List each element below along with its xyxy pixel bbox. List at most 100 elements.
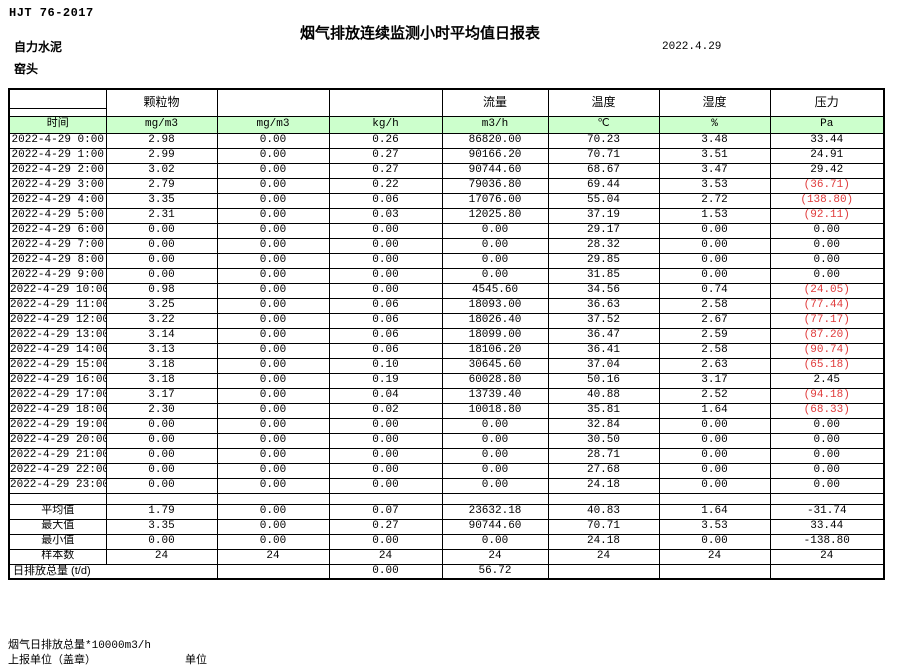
table-row: 2022-4-29 23:00 0.00 0.00 0.00 0.00 24.18 0.00… <box>8 477 885 494</box>
unit-cell: % <box>658 115 771 134</box>
value-cell: 0.00 <box>105 477 218 494</box>
value-cell: 68.67 <box>547 162 660 179</box>
table-row: 2022-4-29 8:00 0.00 0.00 0.00 0.00 29.85 0.00 0… <box>8 252 885 269</box>
company-name: 自力水泥 <box>14 40 63 54</box>
value-cell: (92.11) <box>769 207 885 224</box>
value-cell: 31.85 <box>547 267 660 284</box>
value-cell: 0.00 <box>328 462 443 479</box>
summary-value-cell: 24 <box>328 548 443 565</box>
value-cell: 0.00 <box>769 432 885 449</box>
blank-header-cell-top <box>8 88 107 109</box>
value-cell: 0.00 <box>328 252 443 269</box>
value-cell: 0.00 <box>105 417 218 434</box>
value-cell: 0.03 <box>328 207 443 224</box>
value-cell: 0.06 <box>328 297 443 314</box>
value-cell: 28.71 <box>547 447 660 464</box>
value-cell: 29.42 <box>769 162 885 179</box>
table-row: 2022-4-29 7:00 0.00 0.00 0.00 0.00 28.32 0.00 0… <box>8 237 885 254</box>
time-cell: 2022-4-29 13:00 <box>8 327 107 344</box>
page-title: 烟气排放连续监测小时平均值日报表 <box>299 25 540 42</box>
value-cell: 2.52 <box>658 387 771 404</box>
value-cell: 0.00 <box>105 462 218 479</box>
value-cell: 3.35 <box>105 192 218 209</box>
value-cell: 34.56 <box>547 282 660 299</box>
value-cell: 0.22 <box>328 177 443 194</box>
time-cell: 2022-4-29 19:00 <box>8 417 107 434</box>
value-cell: 0.00 <box>769 417 885 434</box>
value-cell: 37.04 <box>547 357 660 374</box>
value-cell: 0.00 <box>658 477 771 494</box>
group-header-particulate: 颗粒物 <box>105 88 218 117</box>
station-name: 窑头 <box>14 62 39 76</box>
table-row: 2022-4-29 4:00 3.35 0.00 0.06 17076.00 55.04 2… <box>8 192 885 209</box>
summary-value-cell: 0.00 <box>328 533 443 550</box>
summary-value-cell: 40.83 <box>547 503 660 520</box>
value-cell: 24.18 <box>547 477 660 494</box>
value-cell: 0.98 <box>105 282 218 299</box>
value-cell: 2.58 <box>658 342 771 359</box>
summary-value-cell: 90744.60 <box>441 518 549 535</box>
value-cell: 2.45 <box>769 372 885 389</box>
value-cell: 0.00 <box>216 237 330 254</box>
value-cell: 3.48 <box>658 132 771 149</box>
value-cell: 0.00 <box>769 252 885 269</box>
value-cell: 30645.60 <box>441 357 549 374</box>
value-cell: 0.00 <box>441 447 549 464</box>
summary-value-cell: 0.00 <box>216 518 330 535</box>
time-cell: 2022-4-29 7:00 <box>8 237 107 254</box>
unit-cell: kg/h <box>328 115 443 134</box>
value-cell: 0.00 <box>769 222 885 239</box>
time-cell: 2022-4-29 22:00 <box>8 462 107 479</box>
value-cell: 0.00 <box>441 432 549 449</box>
value-cell: 0.00 <box>328 237 443 254</box>
value-cell: 60028.80 <box>441 372 549 389</box>
value-cell: 0.00 <box>216 312 330 329</box>
value-cell: 0.00 <box>216 327 330 344</box>
unit-label: 单位 <box>185 654 207 666</box>
time-cell: 2022-4-29 23:00 <box>8 477 107 494</box>
table-row: 2022-4-29 6:00 0.00 0.00 0.00 0.00 29.17 0.00 0… <box>8 222 885 239</box>
table-row: 2022-4-29 1:00 2.99 0.00 0.27 90166.20 70.71 3… <box>8 147 885 164</box>
spacer-cell <box>8 492 107 505</box>
value-cell: 12025.80 <box>441 207 549 224</box>
time-cell: 2022-4-29 8:00 <box>8 252 107 269</box>
value-cell: 0.00 <box>216 162 330 179</box>
group-header-humidity: 湿度 <box>658 88 771 117</box>
value-cell: 2.63 <box>658 357 771 374</box>
value-cell: 2.31 <box>105 207 218 224</box>
value-cell: 0.00 <box>658 462 771 479</box>
value-cell: 0.00 <box>105 222 218 239</box>
value-cell: 33.44 <box>769 132 885 149</box>
value-cell: 29.17 <box>547 222 660 239</box>
value-cell: (77.17) <box>769 312 885 329</box>
value-cell: 0.00 <box>441 237 549 254</box>
summary-value-cell: 24 <box>658 548 771 565</box>
table-row: 2022-4-29 3:00 2.79 0.00 0.22 79036.80 69.44 3… <box>8 177 885 194</box>
table-row: 2022-4-29 22:00 0.00 0.00 0.00 0.00 27.68 0.00… <box>8 462 885 479</box>
units-header-row: 时间 mg/m3 mg/m3 kg/h m3/h ℃ % Pa <box>8 115 885 134</box>
value-cell: 0.06 <box>328 312 443 329</box>
time-cell: 2022-4-29 11:00 <box>8 297 107 314</box>
time-cell: 2022-4-29 18:00 <box>8 402 107 419</box>
summary-value-cell: 3.53 <box>658 518 771 535</box>
spacer-cell <box>105 492 218 505</box>
value-cell: (77.44) <box>769 297 885 314</box>
table-row: 2022-4-29 10:00 0.98 0.00 0.00 4545.60 34.56 0… <box>8 282 885 299</box>
value-cell: 3.14 <box>105 327 218 344</box>
value-cell: 70.23 <box>547 132 660 149</box>
value-cell: 40.88 <box>547 387 660 404</box>
value-cell: 0.27 <box>328 162 443 179</box>
summary-value-cell: 24 <box>441 548 549 565</box>
value-cell: 55.04 <box>547 192 660 209</box>
value-cell: 0.74 <box>658 282 771 299</box>
value-cell: 17076.00 <box>441 192 549 209</box>
value-cell: 4545.60 <box>441 282 549 299</box>
value-cell: 0.00 <box>216 477 330 494</box>
value-cell: 0.19 <box>328 372 443 389</box>
summary-value-cell: 1.64 <box>658 503 771 520</box>
value-cell: 2.59 <box>658 327 771 344</box>
monitoring-table: 颗粒物 流量 温度 湿度 压力 时间 mg/m3 mg/m3 kg/h m3/h… <box>8 88 885 580</box>
value-cell: 90744.60 <box>441 162 549 179</box>
summary-value-cell: 24 <box>216 548 330 565</box>
table-row: 2022-4-29 18:00 2.30 0.00 0.02 10018.80 35.81… <box>8 402 885 419</box>
